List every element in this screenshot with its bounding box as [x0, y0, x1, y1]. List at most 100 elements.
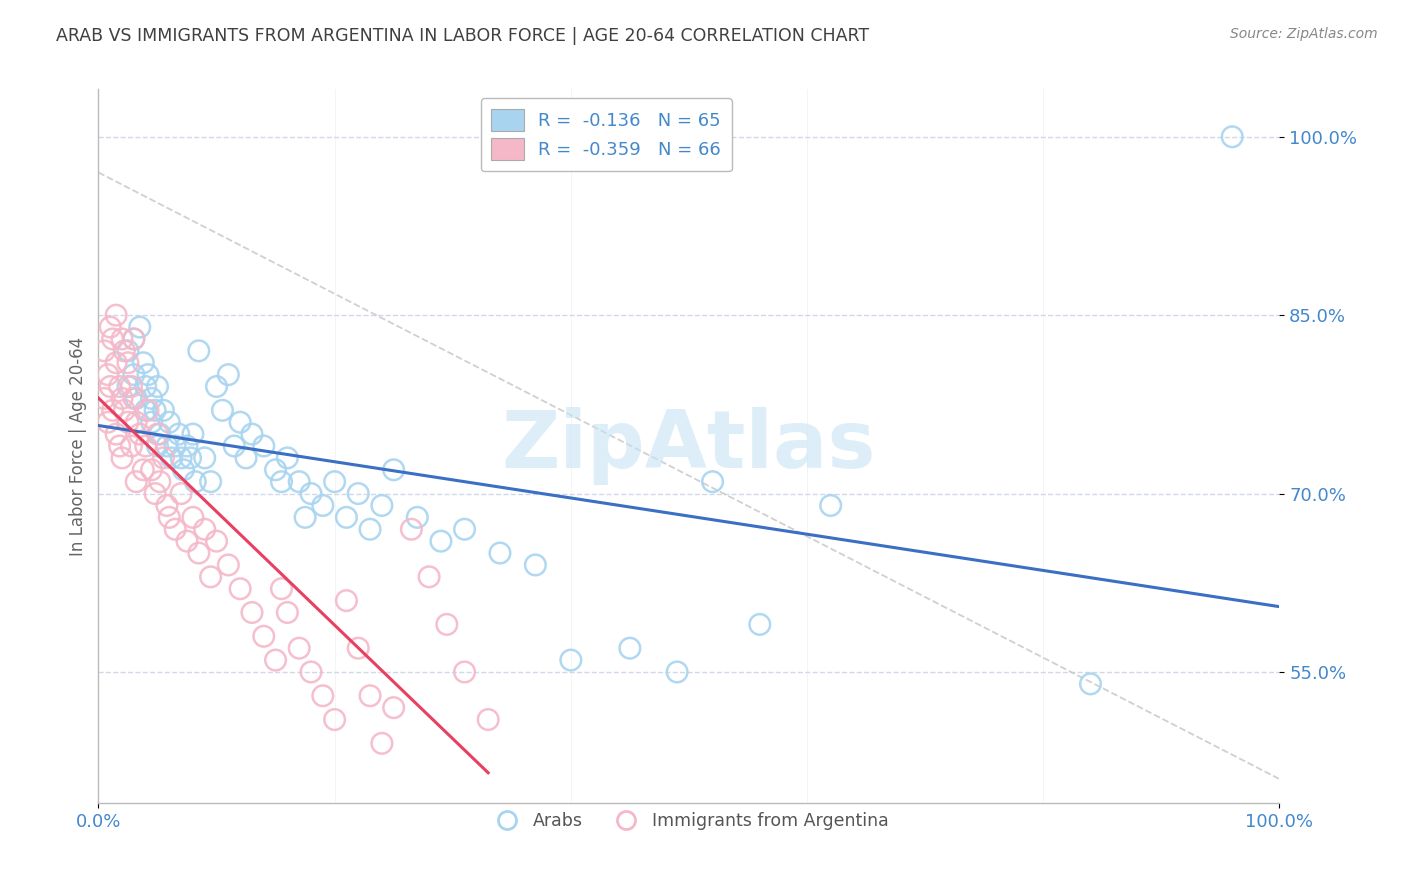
- Point: [382, 700, 405, 714]
- Point: [117, 343, 139, 358]
- Y-axis label: In Labor Force | Age 20-64: In Labor Force | Age 20-64: [69, 336, 87, 556]
- Point: [748, 617, 770, 632]
- Point: [98, 320, 121, 334]
- Point: [135, 379, 157, 393]
- Point: [146, 379, 169, 393]
- Point: [406, 510, 429, 524]
- Point: [111, 332, 134, 346]
- Point: [122, 332, 145, 346]
- Point: [200, 475, 222, 489]
- Point: [184, 475, 207, 489]
- Point: [122, 368, 145, 382]
- Point: [477, 713, 499, 727]
- Point: [270, 582, 292, 596]
- Point: [97, 415, 120, 429]
- Point: [1220, 129, 1243, 144]
- Point: [347, 641, 370, 656]
- Point: [194, 450, 217, 465]
- Point: [359, 522, 381, 536]
- Point: [141, 463, 163, 477]
- Point: [312, 499, 335, 513]
- Point: [172, 463, 194, 477]
- Point: [157, 415, 180, 429]
- Point: [108, 379, 131, 393]
- Point: [108, 439, 131, 453]
- Point: [146, 439, 169, 453]
- Point: [111, 450, 134, 465]
- Text: ZipAtlas: ZipAtlas: [502, 407, 876, 485]
- Point: [176, 534, 198, 549]
- Point: [141, 415, 163, 429]
- Point: [117, 379, 139, 393]
- Point: [229, 582, 252, 596]
- Text: Source: ZipAtlas.com: Source: ZipAtlas.com: [1230, 27, 1378, 41]
- Point: [276, 606, 298, 620]
- Point: [157, 510, 180, 524]
- Point: [112, 403, 135, 417]
- Point: [335, 593, 357, 607]
- Point: [453, 665, 475, 679]
- Text: ARAB VS IMMIGRANTS FROM ARGENTINA IN LABOR FORCE | AGE 20-64 CORRELATION CHART: ARAB VS IMMIGRANTS FROM ARGENTINA IN LAB…: [56, 27, 869, 45]
- Point: [560, 653, 582, 667]
- Point: [156, 499, 179, 513]
- Point: [156, 439, 179, 453]
- Point: [211, 403, 233, 417]
- Point: [125, 415, 148, 429]
- Point: [181, 427, 204, 442]
- Point: [165, 439, 187, 453]
- Point: [146, 427, 169, 442]
- Point: [240, 427, 263, 442]
- Point: [253, 439, 276, 453]
- Point: [149, 475, 172, 489]
- Point: [143, 403, 166, 417]
- Point: [253, 629, 276, 643]
- Point: [702, 475, 724, 489]
- Point: [128, 427, 150, 442]
- Point: [264, 653, 287, 667]
- Point: [121, 439, 143, 453]
- Point: [371, 499, 394, 513]
- Point: [122, 332, 145, 346]
- Point: [141, 392, 163, 406]
- Point: [125, 475, 148, 489]
- Point: [453, 522, 475, 536]
- Point: [418, 570, 440, 584]
- Point: [240, 606, 263, 620]
- Point: [128, 320, 150, 334]
- Point: [105, 427, 128, 442]
- Point: [132, 356, 155, 370]
- Point: [101, 403, 124, 417]
- Point: [112, 343, 135, 358]
- Point: [205, 534, 228, 549]
- Point: [270, 475, 292, 489]
- Point: [132, 463, 155, 477]
- Point: [152, 450, 174, 465]
- Point: [820, 499, 842, 513]
- Point: [430, 534, 453, 549]
- Point: [176, 439, 198, 453]
- Point: [288, 475, 311, 489]
- Point: [135, 439, 157, 453]
- Point: [347, 486, 370, 500]
- Point: [1080, 677, 1102, 691]
- Point: [359, 689, 381, 703]
- Point: [125, 392, 148, 406]
- Point: [167, 427, 190, 442]
- Point: [224, 439, 246, 453]
- Point: [323, 475, 346, 489]
- Point: [524, 558, 547, 572]
- Point: [217, 368, 239, 382]
- Point: [229, 415, 252, 429]
- Point: [294, 510, 316, 524]
- Point: [666, 665, 689, 679]
- Point: [194, 522, 217, 536]
- Point: [401, 522, 423, 536]
- Point: [205, 379, 228, 393]
- Point: [97, 368, 120, 382]
- Point: [135, 403, 157, 417]
- Point: [180, 450, 202, 465]
- Point: [489, 546, 512, 560]
- Point: [136, 368, 159, 382]
- Point: [121, 379, 143, 393]
- Point: [117, 356, 139, 370]
